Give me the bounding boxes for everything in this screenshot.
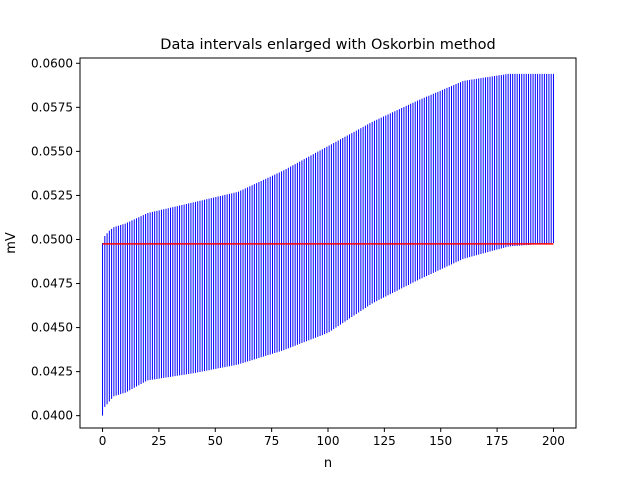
chart-title: Data intervals enlarged with Oskorbin me… [160,37,495,53]
y-tick-label: 0.0550 [31,144,73,158]
interval-bars [102,73,554,416]
x-tick-label: 200 [542,434,565,448]
y-tick-label: 0.0450 [31,321,73,335]
x-tick-label: 100 [317,434,340,448]
x-tick-label: 175 [486,434,509,448]
y-tick-label: 0.0500 [31,232,73,246]
x-axis-label: n [324,456,332,471]
y-tick-label: 0.0475 [31,277,73,291]
y-tick-label: 0.0575 [31,100,73,114]
y-axis-label: mV [4,232,19,254]
x-tick-label: 125 [373,434,396,448]
x-tick-label: 50 [208,434,223,448]
y-tick-label: 0.0425 [31,365,73,379]
y-tick-label: 0.0525 [31,188,73,202]
y-axis-ticks: 0.0400 0.0425 0.0450 0.0475 0.0500 0.0525 0.05… [31,56,80,423]
y-tick-label: 0.0600 [31,56,73,70]
x-tick-label: 25 [151,434,166,448]
y-tick-label: 0.0400 [31,409,73,423]
x-tick-label: 75 [264,434,279,448]
x-tick-label: 150 [429,434,452,448]
x-tick-label: 0 [99,434,107,448]
x-axis-ticks: 0 25 50 75 100 125 150 175 200 [99,428,565,448]
